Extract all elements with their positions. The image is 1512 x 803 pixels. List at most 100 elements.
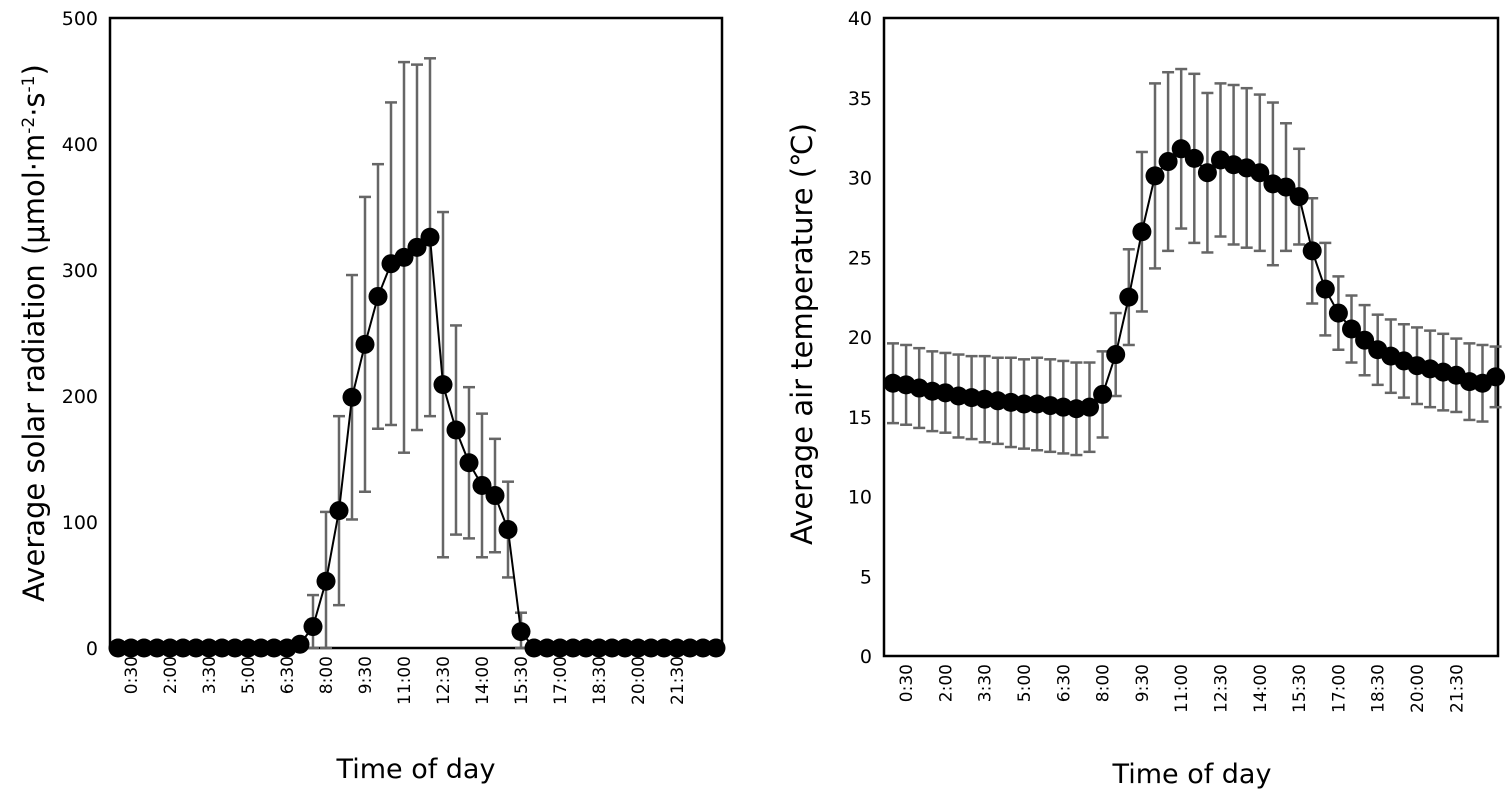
plot-frame-right <box>882 16 1500 658</box>
data-point <box>225 638 245 658</box>
data-point <box>1171 139 1191 159</box>
x-tick-label: 0:30 <box>122 656 142 694</box>
x-tick-label: 6:30 <box>1054 664 1074 702</box>
data-point <box>1119 287 1139 307</box>
solar-radiation-chart: 0 100 200 300 400 500 0:30 2:00 3:30 5:00 6:30 8:0… <box>17 8 726 785</box>
data-point <box>472 475 492 495</box>
data-point <box>433 375 453 395</box>
data-point <box>1276 177 1296 197</box>
x-tick-label: 18:30 <box>1369 664 1389 713</box>
y-tick-label: 40 <box>848 8 872 30</box>
x-tick-label: 20:00 <box>1408 664 1428 713</box>
data-point <box>485 486 505 506</box>
x-tick-label: 5:00 <box>239 656 259 694</box>
data-point <box>394 247 414 267</box>
data-point <box>1486 367 1506 387</box>
data-point <box>1197 163 1217 183</box>
data-point <box>342 387 362 407</box>
air-temperature-chart: 0 5 10 15 20 25 30 35 40 0:30 2:00 3:30 5:00 6:30 8:0… <box>785 8 1506 790</box>
data-point <box>1355 330 1375 350</box>
data-point <box>615 638 635 658</box>
data-point <box>407 237 427 257</box>
data-point <box>1315 279 1335 299</box>
data-point <box>420 227 440 247</box>
x-tick-label: 17:00 <box>551 656 571 705</box>
data-point <box>1080 397 1099 417</box>
x-tick-label: 12:30 <box>434 656 454 705</box>
x-tick-label: 2:00 <box>161 656 181 694</box>
data-point <box>524 638 544 658</box>
y-tick-label: 500 <box>62 8 98 30</box>
data-point <box>498 520 518 540</box>
data-point <box>576 638 596 658</box>
x-tick-label: 0:30 <box>897 664 917 702</box>
y-tick-label: 0 <box>86 638 98 660</box>
data-point <box>355 334 375 354</box>
y-tick-label: 300 <box>62 260 98 282</box>
x-tick-label: 11:00 <box>1172 664 1192 713</box>
x-axis-title-right: Time of day <box>1112 759 1272 790</box>
data-point <box>563 638 583 658</box>
x-tick-label: 3:30 <box>200 656 220 694</box>
y-tick-label: 0 <box>860 646 872 668</box>
plot-frame-left <box>108 16 724 650</box>
y-tick-label: 35 <box>848 88 872 110</box>
data-point <box>238 638 258 658</box>
x-tick-label: 9:30 <box>356 656 376 694</box>
data-point <box>1289 187 1309 207</box>
data-point <box>1106 345 1126 365</box>
x-tick-label: 18:30 <box>590 656 610 705</box>
data-point <box>706 638 726 658</box>
data-point <box>446 420 466 440</box>
data-point <box>693 638 713 658</box>
data-point <box>316 571 336 591</box>
x-tick-label: 15:30 <box>512 656 532 705</box>
data-point <box>602 638 622 658</box>
data-point <box>680 638 700 658</box>
data-point <box>264 638 284 658</box>
y-tick-label: 5 <box>860 566 872 588</box>
x-tick-label: 14:00 <box>1251 664 1271 713</box>
data-point <box>212 638 232 658</box>
data-point <box>589 638 609 658</box>
x-tick-label: 8:00 <box>1094 664 1114 702</box>
x-tick-label: 17:00 <box>1329 664 1349 713</box>
data-point <box>667 638 687 658</box>
x-tick-label: 15:30 <box>1290 664 1310 713</box>
x-tick-label: 3:30 <box>976 664 996 702</box>
y-tick-label: 200 <box>62 386 98 408</box>
x-tick-label: 12:30 <box>1212 664 1232 713</box>
y-axis-title-right: Average air temperature (℃) <box>785 123 819 545</box>
data-point <box>628 638 648 658</box>
data-point <box>290 634 310 654</box>
x-tick-label: 11:00 <box>395 656 415 705</box>
x-axis-title-left: Time of day <box>336 754 496 785</box>
data-point <box>134 638 154 658</box>
y-tick-label: 100 <box>62 512 98 534</box>
data-point <box>368 286 388 306</box>
x-tick-label: 2:00 <box>936 664 956 702</box>
data-point <box>459 453 479 473</box>
x-tick-label: 8:00 <box>317 656 337 694</box>
data-point <box>251 638 271 658</box>
data-point <box>537 638 557 658</box>
data-point <box>173 638 193 658</box>
data-point <box>1342 319 1361 339</box>
y-tick-label: 400 <box>62 134 98 156</box>
y-tick-label: 30 <box>848 168 872 190</box>
data-point <box>550 638 570 658</box>
y-tick-label: 20 <box>848 327 872 349</box>
x-tick-label: 21:30 <box>1447 664 1467 713</box>
data-point <box>654 638 674 658</box>
x-tick-label: 6:30 <box>278 656 298 694</box>
y-tick-label: 25 <box>848 247 872 269</box>
y-tick-label: 15 <box>848 407 872 429</box>
data-point <box>1302 241 1322 261</box>
data-point <box>1145 166 1165 186</box>
data-point <box>1014 394 1034 414</box>
data-point <box>108 638 128 658</box>
data-point <box>1250 163 1270 183</box>
data-point <box>1158 152 1178 172</box>
